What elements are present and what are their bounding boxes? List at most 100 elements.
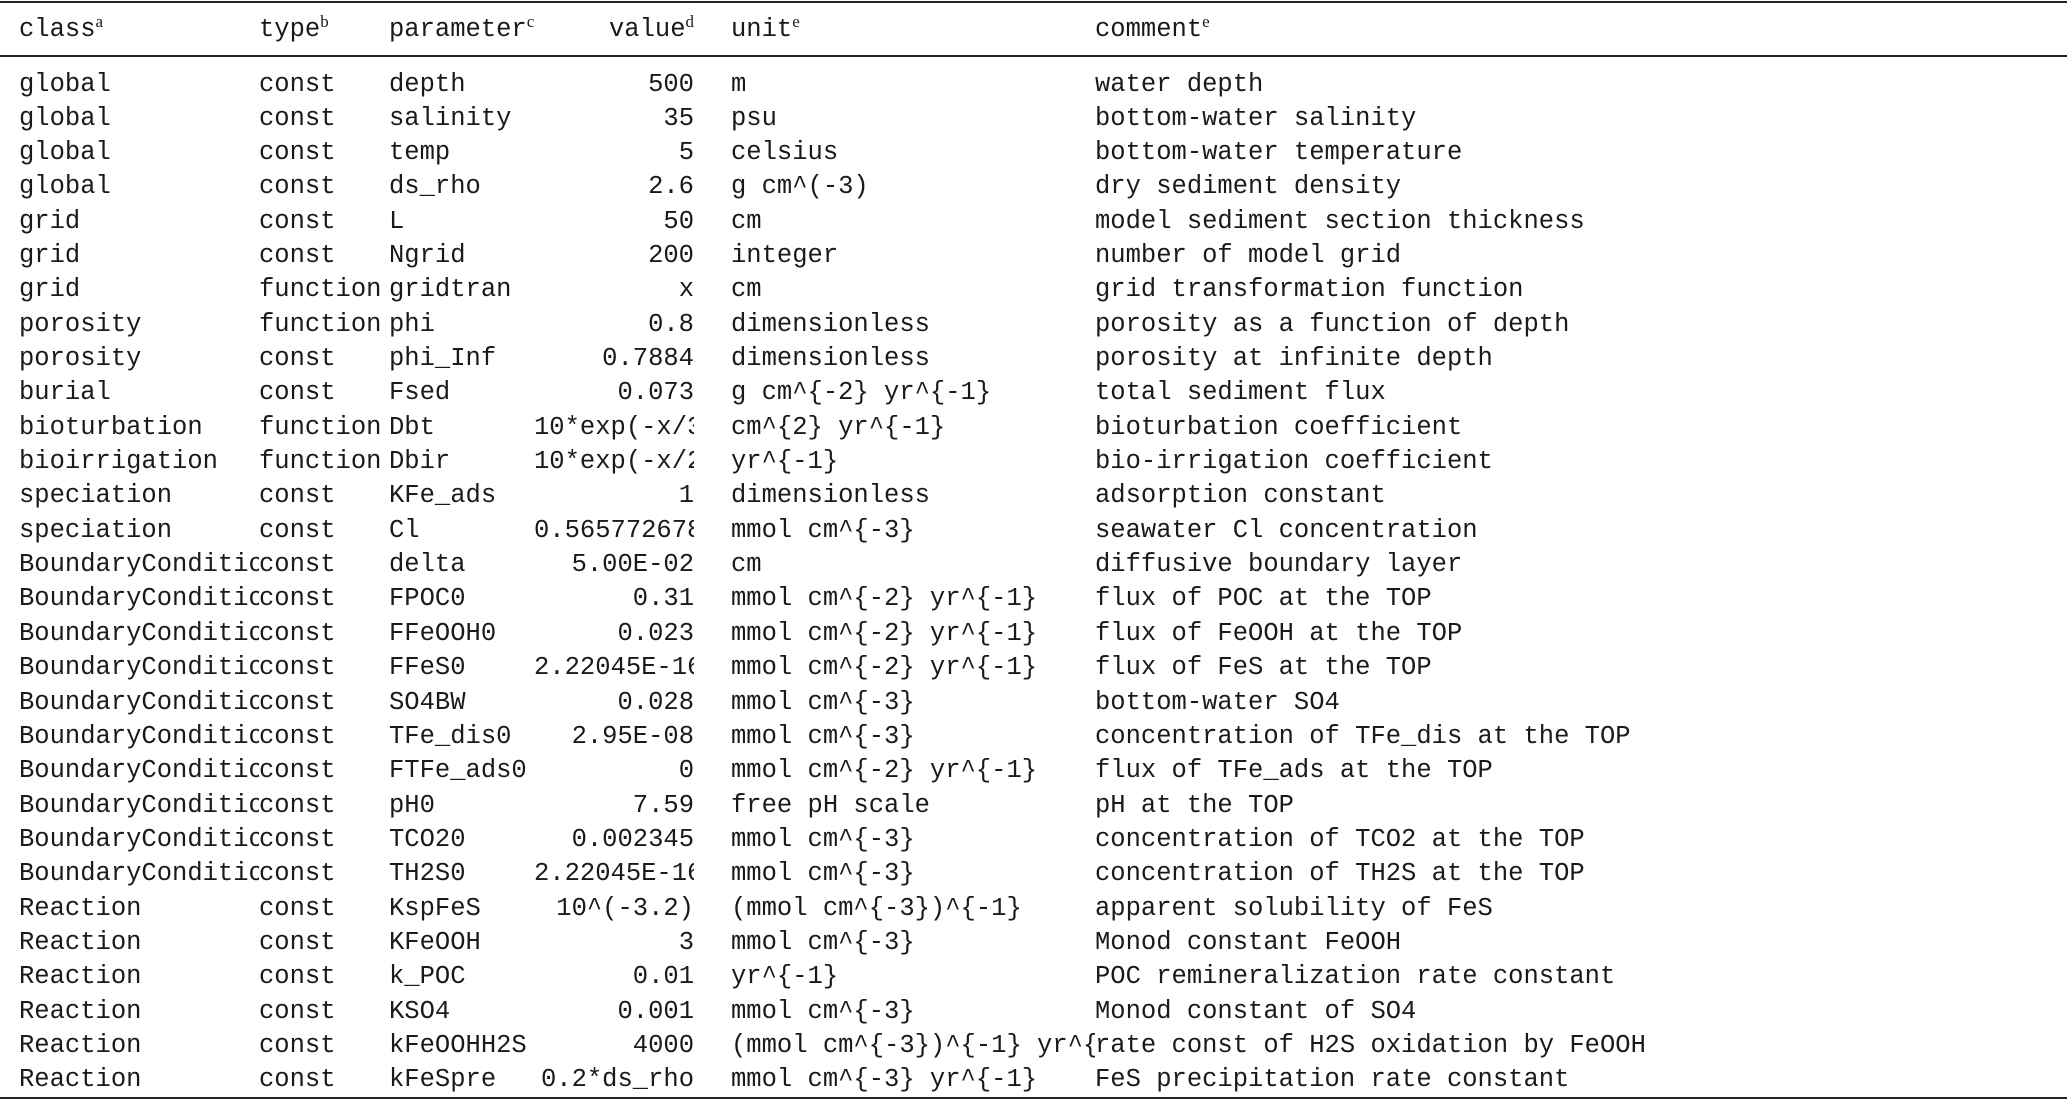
cell-unit: (mmol cm^{-3})^{-1} bbox=[731, 893, 1022, 923]
cell-comment: concentration of TH2S at the TOP bbox=[1095, 859, 1585, 889]
cell-parameter: phi_Inf bbox=[389, 344, 497, 374]
cell-value: 1 bbox=[678, 481, 694, 511]
table-row: speciation const Cl 0.565772678 mmol cm^{-3}… bbox=[0, 513, 2067, 547]
cell-class: BoundaryCondition bbox=[19, 859, 259, 889]
cell-type: const bbox=[259, 241, 336, 271]
cell-type: function bbox=[259, 412, 382, 442]
cell-parameter: Dbt bbox=[389, 412, 435, 442]
cell-parameter: FFeOOH0 bbox=[389, 618, 497, 648]
cell-type: const bbox=[259, 584, 336, 614]
cell-comment: flux of FeS at the TOP bbox=[1095, 653, 1432, 683]
cell-value: 0.565772678 bbox=[534, 515, 694, 545]
cell-type: const bbox=[259, 790, 336, 820]
cell-comment: bioturbation coefficient bbox=[1095, 412, 1463, 442]
cell-value: 35 bbox=[663, 103, 694, 133]
cell-value: 0.001 bbox=[617, 996, 694, 1026]
cell-unit: cm bbox=[731, 275, 762, 305]
cell-type: const bbox=[259, 550, 336, 580]
table-header: classa typeb parameterc valued unite com… bbox=[0, 3, 2067, 55]
cell-comment: number of model grid bbox=[1095, 241, 1402, 271]
cell-comment: rate const of H2S oxidation by FeOOH bbox=[1095, 1030, 1646, 1060]
cell-class: BoundaryCondition bbox=[19, 790, 259, 820]
cell-value: 3 bbox=[678, 927, 694, 957]
cell-parameter: SO4BW bbox=[389, 687, 466, 717]
cell-class: Reaction bbox=[19, 927, 142, 957]
cell-value: 4000 bbox=[632, 1030, 694, 1060]
header-bottom-rule bbox=[0, 55, 2067, 57]
cell-unit: g cm^(-3) bbox=[731, 172, 869, 202]
table-row: burial const Fsed 0.073 g cm^{-2} yr^{-1} tot… bbox=[0, 376, 2067, 410]
footnote-marker: e bbox=[1202, 11, 1210, 31]
cell-unit: (mmol cm^{-3})^{-1} yr^{-1} bbox=[731, 1030, 1095, 1060]
cell-value: 10*exp(-x/3) bbox=[534, 412, 694, 442]
footnote-marker: c bbox=[526, 11, 534, 31]
table-row: BoundaryCondition const FFeS0 2.22045E-16 mm… bbox=[0, 651, 2067, 685]
table-row: BoundaryCondition const FFeOOH0 0.023 mmol c… bbox=[0, 616, 2067, 650]
cell-class: Reaction bbox=[19, 893, 142, 923]
cell-parameter: TFe_dis0 bbox=[389, 721, 512, 751]
header-unit: unite bbox=[731, 11, 800, 44]
cell-comment: flux of POC at the TOP bbox=[1095, 584, 1432, 614]
cell-value: 0 bbox=[678, 756, 694, 786]
cell-class: speciation bbox=[19, 481, 173, 511]
footnote-marker: e bbox=[792, 11, 800, 31]
cell-class: grid bbox=[19, 275, 81, 305]
cell-class: BoundaryCondition bbox=[19, 824, 259, 854]
cell-comment: adsorption constant bbox=[1095, 481, 1386, 511]
cell-value: 0.002345 bbox=[571, 824, 694, 854]
cell-type: const bbox=[259, 927, 336, 957]
table-row: BoundaryCondition const TH2S0 2.22045E-16 mm… bbox=[0, 857, 2067, 891]
cell-type: const bbox=[259, 69, 336, 99]
cell-parameter: FFeS0 bbox=[389, 653, 466, 683]
cell-unit: integer bbox=[731, 241, 839, 271]
cell-value: 0.073 bbox=[617, 378, 694, 408]
cell-parameter: kFeOOHH2S bbox=[389, 1030, 527, 1060]
cell-type: const bbox=[259, 103, 336, 133]
cell-value: 500 bbox=[648, 69, 694, 99]
cell-parameter: FTFe_ads0 bbox=[389, 756, 527, 786]
cell-value: 5.00E-02 bbox=[571, 550, 694, 580]
cell-value: 200 bbox=[648, 241, 694, 271]
footnote-marker: d bbox=[685, 11, 695, 31]
cell-value: 0.8 bbox=[648, 309, 694, 339]
table-row: grid const Ngrid 200 integer number of model … bbox=[0, 238, 2067, 272]
cell-comment: porosity at infinite depth bbox=[1095, 344, 1493, 374]
table-row: grid const L 50 cm model sediment section thi… bbox=[0, 204, 2067, 238]
cell-type: const bbox=[259, 687, 336, 717]
cell-unit: mmol cm^{-3} bbox=[731, 927, 915, 957]
cell-comment: pH at the TOP bbox=[1095, 790, 1294, 820]
cell-class: porosity bbox=[19, 309, 142, 339]
cell-class: speciation bbox=[19, 515, 173, 545]
header-class: classa bbox=[19, 11, 104, 44]
cell-comment: flux of FeOOH at the TOP bbox=[1095, 618, 1463, 648]
header-comment: commente bbox=[1095, 11, 1210, 44]
table-row: grid function gridtran x cm grid transformati… bbox=[0, 273, 2067, 307]
cell-parameter: phi bbox=[389, 309, 435, 339]
cell-type: const bbox=[259, 824, 336, 854]
header-row: classa typeb parameterc valued unite com… bbox=[0, 3, 2067, 55]
cell-unit: mmol cm^{-2} yr^{-1} bbox=[731, 756, 1038, 786]
cell-class: burial bbox=[19, 378, 111, 408]
cell-class: BoundaryCondition bbox=[19, 618, 259, 648]
cell-value: 0.028 bbox=[617, 687, 694, 717]
cell-unit: mmol cm^{-3} bbox=[731, 824, 915, 854]
cell-comment: seawater Cl concentration bbox=[1095, 515, 1478, 545]
cell-parameter: kFeSpre bbox=[389, 1065, 497, 1095]
cell-comment: flux of TFe_ads at the TOP bbox=[1095, 756, 1493, 786]
cell-value: 10^(-3.2) bbox=[556, 893, 694, 923]
cell-comment: concentration of TFe_dis at the TOP bbox=[1095, 721, 1631, 751]
cell-value: 50 bbox=[663, 206, 694, 236]
cell-type: const bbox=[259, 378, 336, 408]
cell-comment: Monod constant FeOOH bbox=[1095, 927, 1402, 957]
cell-unit: mmol cm^{-3} bbox=[731, 859, 915, 889]
cell-comment: Monod constant of SO4 bbox=[1095, 996, 1417, 1026]
cell-parameter: ds_rho bbox=[389, 172, 481, 202]
table-row: global const temp 5 celsius bottom-water temp… bbox=[0, 135, 2067, 169]
cell-parameter: Ngrid bbox=[389, 241, 466, 271]
cell-type: const bbox=[259, 996, 336, 1026]
table-row: BoundaryCondition const delta 5.00E-02 cm dif… bbox=[0, 547, 2067, 581]
cell-parameter: delta bbox=[389, 550, 466, 580]
table-row: porosity const phi_Inf 0.7884 dimensionless p… bbox=[0, 341, 2067, 375]
